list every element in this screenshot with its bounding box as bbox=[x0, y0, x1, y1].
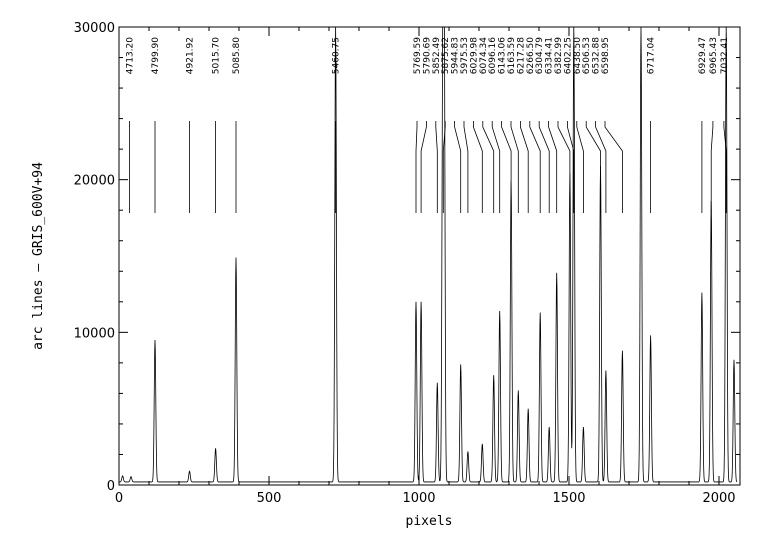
line-id-labels: 4713.20 4799.90 4921.92 5015.70 5085.80 5460.… bbox=[126, 37, 730, 74]
line-id-label: 6717.04 bbox=[647, 37, 657, 74]
line-id-label: 4799.90 bbox=[151, 37, 161, 74]
line-id-marker bbox=[454, 121, 462, 213]
line-id-marker bbox=[585, 121, 601, 213]
plot-frame bbox=[118, 26, 741, 486]
line-id-label: 5975.53 bbox=[460, 37, 470, 74]
y-tick-labels: 0 10000 20000 30000 bbox=[74, 21, 115, 494]
line-id-label: 5875.62 bbox=[441, 37, 451, 74]
line-id-label: 4713.20 bbox=[126, 37, 136, 74]
y-tick-label: 0 bbox=[107, 479, 115, 494]
x-tick-label: 500 bbox=[257, 491, 282, 506]
x-tick-label: 1500 bbox=[552, 491, 585, 506]
line-id-marker bbox=[576, 121, 584, 213]
line-id-marker bbox=[520, 121, 529, 213]
line-id-marker bbox=[420, 121, 427, 213]
line-id-label: 6965.43 bbox=[709, 37, 719, 74]
line-id-label: 6334.41 bbox=[545, 37, 555, 74]
line-id-marker bbox=[548, 121, 558, 213]
line-id-label: 6217.28 bbox=[516, 37, 526, 74]
x-tick-labels: 0 500 1000 1500 2000 bbox=[115, 491, 736, 506]
line-id-label: 7032.41 bbox=[720, 37, 730, 74]
line-id-label: 6438.50 bbox=[573, 37, 583, 74]
line-id-label: 6929.47 bbox=[698, 37, 708, 74]
line-id-label: 6598.95 bbox=[601, 37, 611, 74]
line-id-marker bbox=[472, 121, 483, 213]
line-id-marker bbox=[442, 121, 446, 213]
line-id-label: 6532.88 bbox=[592, 37, 602, 74]
line-id-marker bbox=[491, 121, 501, 213]
line-id-label: 5460.75 bbox=[332, 37, 342, 74]
line-id-marker bbox=[510, 121, 519, 213]
line-id-marker bbox=[435, 121, 438, 213]
axis-ticks bbox=[118, 26, 740, 486]
line-id-label: 6096.16 bbox=[488, 37, 498, 74]
line-id-label: 6266.50 bbox=[526, 37, 536, 74]
y-tick-label: 20000 bbox=[74, 174, 115, 189]
line-id-label: 6382.99 bbox=[554, 37, 564, 74]
line-id-label: 5790.69 bbox=[422, 37, 432, 74]
line-id-marker bbox=[482, 121, 495, 213]
line-id-markers bbox=[129, 121, 727, 213]
line-id-label: 5085.80 bbox=[232, 37, 242, 74]
line-id-label: 6402.25 bbox=[563, 37, 573, 74]
line-id-label: 6304.79 bbox=[535, 37, 545, 74]
line-id-marker bbox=[415, 121, 418, 213]
line-id-label: 5015.70 bbox=[212, 37, 222, 74]
line-id-marker bbox=[567, 121, 575, 213]
line-id-marker bbox=[604, 121, 623, 213]
line-id-marker bbox=[557, 121, 571, 213]
x-tick-label: 1000 bbox=[402, 491, 435, 506]
line-id-label: 6143.06 bbox=[498, 37, 508, 74]
line-id-label: 6163.59 bbox=[507, 37, 517, 74]
line-id-label: 5944.83 bbox=[451, 37, 461, 74]
line-id-label: 5852.49 bbox=[432, 37, 442, 74]
line-id-marker bbox=[710, 121, 714, 213]
spectrum-trace bbox=[119, 26, 738, 483]
x-tick-label: 0 bbox=[115, 491, 123, 506]
line-id-label: 6506.53 bbox=[582, 37, 592, 74]
line-id-marker bbox=[595, 121, 607, 213]
x-tick-label: 2000 bbox=[702, 491, 735, 506]
line-id-marker bbox=[501, 121, 512, 213]
y-axis-title: arc lines – GRIS_600V+94 bbox=[31, 162, 46, 350]
line-id-marker bbox=[723, 121, 727, 213]
line-id-marker bbox=[538, 121, 550, 213]
line-id-label: 4921.92 bbox=[186, 37, 196, 74]
y-tick-label: 30000 bbox=[74, 21, 115, 36]
line-id-marker bbox=[463, 121, 469, 213]
line-id-label: 6029.98 bbox=[469, 37, 479, 74]
line-id-label: 5769.59 bbox=[413, 37, 423, 74]
x-axis-title: pixels bbox=[406, 514, 453, 529]
line-id-label: 6074.34 bbox=[479, 37, 489, 74]
y-tick-label: 10000 bbox=[74, 326, 115, 341]
line-id-marker bbox=[529, 121, 541, 213]
